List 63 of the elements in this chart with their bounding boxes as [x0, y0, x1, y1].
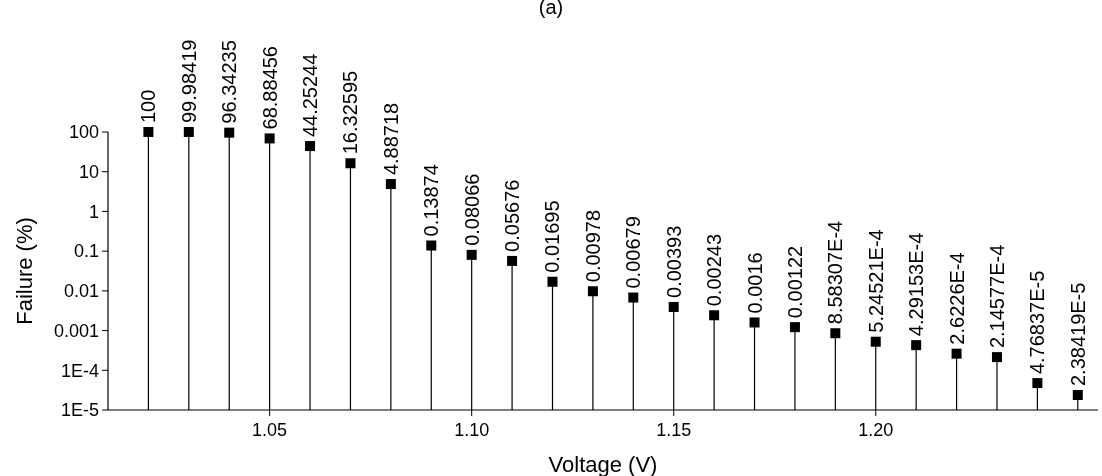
- point: [1032, 378, 1043, 389]
- point: [507, 255, 518, 266]
- chart-title: (a): [538, 0, 564, 18]
- data-label: 16.32595: [339, 70, 362, 155]
- data-label: 4.29153E-4: [905, 232, 928, 337]
- y-tick-label: 10: [78, 162, 99, 183]
- y-tick-label: 1: [88, 201, 99, 222]
- data-label: 5.24521E-4: [864, 229, 887, 333]
- point: [466, 249, 477, 260]
- data-label: 0.08066: [460, 173, 483, 246]
- x-tick-label: 1.20: [858, 420, 894, 440]
- point: [991, 352, 1002, 363]
- data-label: 4.88718: [379, 102, 402, 176]
- y-tick-label: 0.001: [53, 320, 99, 341]
- data-label: 44.25244: [299, 53, 322, 138]
- data-label: 2.6226E-4: [945, 252, 968, 345]
- data-label: 0.0016: [743, 252, 766, 314]
- data-label: 2.14577E-4: [985, 244, 1008, 349]
- point: [426, 240, 437, 251]
- point: [143, 127, 154, 137]
- point: [264, 133, 275, 144]
- data-label: 4.76837E-5: [1026, 270, 1049, 375]
- point: [789, 322, 800, 333]
- point: [547, 276, 558, 287]
- y-tick-label: 100: [68, 122, 99, 143]
- point: [951, 348, 962, 359]
- data-label: 0.13874: [420, 164, 443, 237]
- x-axis-title: Voltage (V): [548, 452, 658, 476]
- point: [183, 127, 194, 137]
- y-tick-label: 0.1: [73, 241, 99, 262]
- y-axis-title: Failure (%): [12, 217, 37, 325]
- point: [224, 127, 235, 138]
- y-tick-label: 1E-4: [60, 360, 99, 381]
- data-label: 68.88456: [258, 46, 281, 130]
- data-label: 0.00122: [783, 245, 806, 319]
- x-tick-label: 1.10: [454, 420, 490, 440]
- point: [911, 340, 922, 351]
- point: [668, 301, 679, 312]
- data-label: 0.01695: [541, 200, 564, 273]
- data-label: 0.00393: [662, 225, 685, 298]
- data-label: 0.05676: [501, 179, 524, 252]
- point: [305, 141, 316, 152]
- data-label: 96.34235: [218, 40, 241, 124]
- data-label: 8.58307E-4: [824, 220, 847, 325]
- x-tick-label: 1.05: [252, 420, 288, 440]
- data-label: 0.00679: [622, 216, 645, 289]
- point: [870, 336, 881, 347]
- y-tick-label: 0.01: [63, 281, 99, 302]
- data-label: 99.98419: [177, 39, 200, 123]
- point: [749, 317, 760, 328]
- data-label: 0.00978: [581, 209, 604, 283]
- point: [385, 179, 396, 190]
- point: [830, 328, 841, 339]
- data-label: 100: [137, 89, 160, 123]
- point: [345, 158, 356, 169]
- point: [628, 292, 639, 303]
- point: [709, 310, 720, 321]
- data-label: 2.38419E-5: [1066, 282, 1089, 387]
- x-tick-label: 1.15: [656, 420, 692, 440]
- point: [587, 286, 598, 297]
- data-label: 0.00243: [703, 233, 726, 307]
- point: [1072, 390, 1083, 401]
- y-tick-label: 1E-5: [60, 400, 99, 421]
